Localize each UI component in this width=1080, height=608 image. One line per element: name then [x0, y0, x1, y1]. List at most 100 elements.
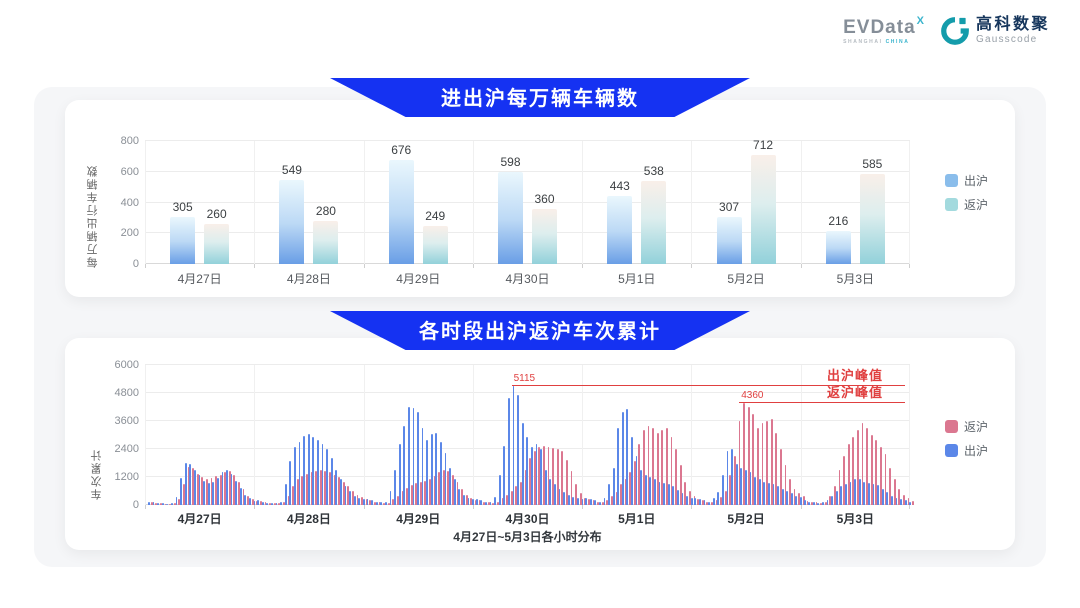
bar-返沪[interactable]: [866, 428, 869, 505]
bar-返沪[interactable]: [251, 499, 254, 505]
bar-出沪[interactable]: [744, 470, 747, 505]
bar-出沪[interactable]: [672, 486, 675, 505]
bar-出沪[interactable]: [521, 423, 524, 505]
bar-出沪[interactable]: [763, 481, 766, 505]
bar-返沪[interactable]: [870, 435, 873, 505]
bar-返沪[interactable]: [711, 502, 713, 505]
bar-出沪[interactable]: [800, 496, 802, 505]
bar-出沪[interactable]: [699, 499, 701, 505]
bar-返沪[interactable]: [775, 432, 778, 505]
bar-返沪[interactable]: [328, 472, 331, 505]
bar-出沪[interactable]: [198, 474, 201, 505]
bar-返沪[interactable]: [898, 488, 901, 505]
legend-item-返沪[interactable]: 返沪: [945, 418, 988, 435]
bar-出沪[interactable]: [795, 495, 798, 505]
bar-返沪[interactable]: [793, 488, 796, 505]
bar-出沪[interactable]: [339, 479, 342, 505]
bar-出沪[interactable]: [777, 486, 779, 505]
bar-出沪[interactable]: [503, 445, 506, 505]
bar-返沪[interactable]: [424, 480, 427, 505]
bar-返沪[interactable]: [442, 470, 445, 505]
bar-出沪[interactable]: [444, 452, 447, 505]
bar-返沪[interactable]: [579, 493, 582, 505]
bar-出沪[interactable]: [576, 498, 579, 505]
bar-出沪[interactable]: [512, 385, 515, 505]
bar-出沪[interactable]: [175, 496, 178, 505]
bar-返沪[interactable]: [228, 471, 231, 505]
bar-出沪[interactable]: [275, 503, 278, 505]
bar-返沪[interactable]: [164, 503, 167, 505]
bar-返沪[interactable]: [204, 224, 230, 264]
bar-返沪[interactable]: [501, 498, 504, 505]
bar-返沪[interactable]: [155, 502, 158, 505]
bar-出沪[interactable]: [549, 479, 552, 505]
bar-出沪[interactable]: [458, 488, 461, 505]
bar-返沪[interactable]: [422, 225, 448, 264]
bar-返沪[interactable]: [296, 479, 299, 505]
bar-出沪[interactable]: [157, 502, 159, 505]
bar-出沪[interactable]: [754, 477, 756, 505]
bar-返沪[interactable]: [205, 479, 208, 505]
bar-出沪[interactable]: [644, 474, 647, 505]
bar-出沪[interactable]: [712, 498, 715, 505]
bar-返沪[interactable]: [880, 446, 882, 505]
bar-返沪[interactable]: [675, 449, 678, 505]
bar-出沪[interactable]: [203, 480, 205, 505]
bar-出沪[interactable]: [726, 451, 729, 505]
bar-出沪[interactable]: [681, 493, 684, 505]
bar-返沪[interactable]: [287, 495, 290, 505]
bar-出沪[interactable]: [890, 495, 893, 505]
bar-出沪[interactable]: [845, 484, 847, 505]
bar-返沪[interactable]: [351, 491, 354, 505]
bar-出沪[interactable]: [235, 480, 238, 505]
bar-出沪[interactable]: [244, 494, 247, 505]
bar-返沪[interactable]: [638, 444, 641, 505]
bar-出沪[interactable]: [553, 484, 556, 505]
bar-出沪[interactable]: [366, 499, 369, 505]
bar-返沪[interactable]: [647, 425, 650, 505]
bar-出沪[interactable]: [567, 494, 570, 505]
bar-返沪[interactable]: [834, 486, 836, 505]
bar-返沪[interactable]: [392, 499, 395, 505]
bar-返沪[interactable]: [215, 475, 217, 505]
bar-出沪[interactable]: [407, 407, 410, 505]
bar-返沪[interactable]: [724, 491, 727, 505]
bar-出沪[interactable]: [694, 498, 697, 505]
bar-出沪[interactable]: [430, 433, 433, 505]
bar-出沪[interactable]: [394, 470, 396, 505]
bar-出沪[interactable]: [790, 493, 793, 505]
bar-出沪[interactable]: [863, 481, 866, 505]
bar-返沪[interactable]: [847, 444, 850, 505]
bar-出沪[interactable]: [480, 500, 483, 505]
bar-出沪[interactable]: [388, 160, 414, 264]
bar-出沪[interactable]: [398, 444, 401, 505]
bar-返沪[interactable]: [319, 470, 322, 505]
bar-出沪[interactable]: [170, 502, 173, 505]
bar-返沪[interactable]: [789, 479, 791, 505]
bar-出沪[interactable]: [193, 470, 196, 505]
bar-出沪[interactable]: [526, 437, 529, 505]
bar-返沪[interactable]: [338, 477, 340, 505]
bar-出沪[interactable]: [854, 479, 857, 505]
bar-返沪[interactable]: [889, 467, 891, 505]
bar-返沪[interactable]: [811, 501, 813, 505]
bar-出沪[interactable]: [453, 479, 456, 505]
bar-返沪[interactable]: [715, 500, 718, 505]
bar-返沪[interactable]: [260, 500, 262, 505]
bar-出沪[interactable]: [463, 494, 465, 505]
bar-返沪[interactable]: [806, 500, 809, 505]
bar-出沪[interactable]: [321, 444, 324, 505]
bar-出沪[interactable]: [825, 230, 851, 264]
bar-返沪[interactable]: [429, 479, 431, 505]
bar-返沪[interactable]: [515, 486, 518, 505]
bar-出沪[interactable]: [654, 479, 656, 505]
bar-返沪[interactable]: [201, 477, 204, 505]
bar-出沪[interactable]: [230, 473, 233, 505]
bar-出沪[interactable]: [166, 503, 169, 505]
bar-出沪[interactable]: [467, 498, 470, 505]
bar-返沪[interactable]: [802, 495, 805, 505]
bar-返沪[interactable]: [456, 481, 459, 505]
bar-出沪[interactable]: [303, 436, 306, 505]
bar-出沪[interactable]: [731, 449, 733, 505]
bar-出沪[interactable]: [326, 449, 328, 505]
